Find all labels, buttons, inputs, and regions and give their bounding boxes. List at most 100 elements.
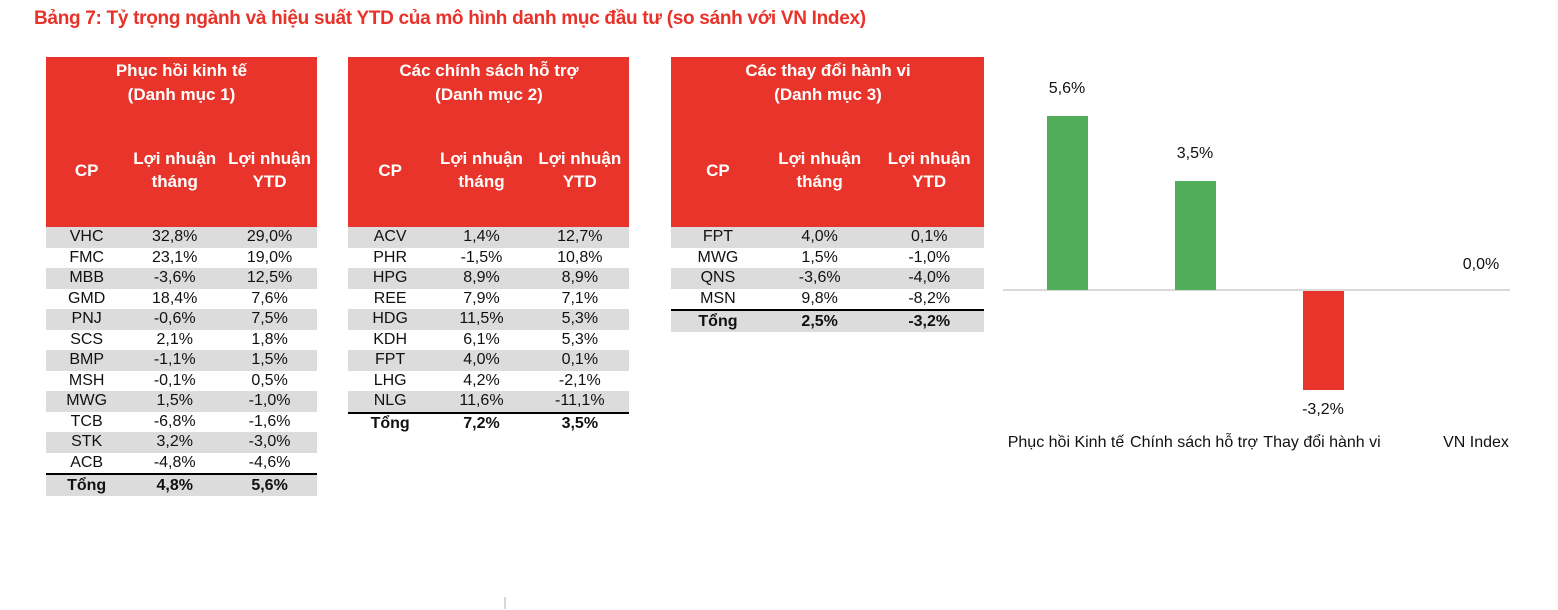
ticker-cell: SCS [70,330,104,348]
total-label: Tổng [698,312,738,330]
ticker-cell: MWG [697,248,739,266]
portfolio-subtitle: (Danh mục 1) [127,85,236,104]
table-row: VHC 32,8% 29,0% [46,227,317,248]
table-header: Các chính sách hỗ trợ (Danh mục 2) CP Lợi n… [348,57,629,227]
chart-bar [1303,291,1344,391]
ticker-cell: MSH [68,371,105,389]
chart-zero-axis [1003,289,1510,291]
category-label: Chính sách hỗ trợ [1130,434,1258,451]
portfolio-title: Các thay đổi hành vi (Danh mục 3) [672,57,984,113]
column-header-monthly-return: Lợi nhuận tháng [778,149,862,191]
ticker-cell: NLG [373,392,407,410]
ytd-return-cell: 7,6% [251,289,288,307]
ytd-return-cell: 29,0% [246,228,293,246]
column-header-ytd-return: Lợi nhuận YTD [228,149,312,191]
ytd-return-cell: 1,8% [251,330,288,348]
total-label: Tổng [67,476,107,494]
monthly-return-cell: -0,1% [153,371,196,389]
ytd-return-cell: -2,1% [558,371,601,389]
table-row: MBB -3,6% 12,5% [46,268,317,289]
ticker-cell: PNJ [71,310,102,328]
ticker-cell: STK [71,433,103,451]
table-row: GMD 18,4% 7,6% [46,289,317,310]
ytd-return-cell: -1,6% [248,412,291,430]
table-row: FPT 4,0% 0,1% [671,227,984,248]
category-label: VN Index [1443,434,1509,451]
ytd-return-cell: 10,8% [557,248,603,266]
table-row: LHG 4,2% -2,1% [348,371,629,392]
table-row: KDH 6,1% 5,3% [348,330,629,351]
monthly-return-cell: 4,2% [463,371,500,389]
ytd-return-cell: -1,0% [908,248,951,266]
column-header-cp: CP [378,160,402,180]
monthly-return-cell: 9,8% [801,289,838,307]
ticker-cell: HDG [372,310,408,328]
monthly-return-cell: -6,8% [153,412,196,430]
table-row: QNS -3,6% -4,0% [671,268,984,289]
ytd-return-cell: 7,5% [251,310,288,328]
portfolio-subtitle: (Danh mục 3) [774,85,882,104]
monthly-return-cell: 8,9% [463,269,500,287]
portfolio-name: Các thay đổi hành vi [745,61,911,80]
column-header-cp: CP [706,160,730,180]
category-label: Thay đổi hành vi [1263,434,1381,451]
monthly-return-cell: 6,1% [463,330,500,348]
ticker-cell: TCB [70,412,103,430]
monthly-return-cell: 3,2% [156,433,193,451]
ytd-return-cell: -8,2% [908,289,951,307]
bar-value-label: -3,2% [1302,401,1344,419]
table-row: MWG 1,5% -1,0% [46,391,317,412]
total-label: Tổng [370,415,410,432]
scroll-mark [504,597,506,609]
column-header-monthly-return: Lợi nhuận tháng [133,149,217,191]
ytd-return-cell: -3,0% [248,433,291,451]
monthly-return-cell: 11,6% [459,392,504,410]
portfolio-subtitle: (Danh mục 2) [435,85,543,104]
ytd-return-cell: 1,5% [251,351,288,369]
table-row: ACV 1,4% 12,7% [348,227,629,248]
table-header: Các thay đổi hành vi (Danh mục 3) CP Lợi nh… [671,57,984,227]
table-row: HPG 8,9% 8,9% [348,268,629,289]
total-row: Tổng 2,5% -3,2% [671,309,984,332]
table-row: HDG 11,5% 5,3% [348,309,629,330]
ticker-cell: FMC [69,248,104,266]
monthly-return-cell: -3,6% [153,269,196,287]
ticker-cell: VHC [69,228,104,246]
table-row: MWG 1,5% -1,0% [671,248,984,269]
ticker-cell: HPG [372,269,408,287]
ticker-cell: MSN [700,289,736,307]
monthly-return-cell: 4,0% [801,228,838,246]
bar-value-label: 5,6% [1048,80,1086,97]
table-row: BMP -1,1% 1,5% [46,350,317,371]
table-row: NLG 11,6% -11,1% [348,391,629,412]
table-row: MSN 9,8% -8,2% [671,289,984,310]
ticker-cell: BMP [69,351,104,369]
monthly-return-cell: -3,6% [798,269,841,287]
total-monthly-return: 2,5% [801,312,838,330]
chart-bar [1175,181,1216,290]
monthly-return-cell: 1,5% [156,392,193,410]
ytd-return-cell: -4,0% [908,269,951,287]
ytd-return-cell: 5,3% [561,310,599,328]
portfolio-title: Các chính sách hỗ trợ (Danh mục 2) [349,57,629,113]
table-header: Phục hồi kinh tế (Danh mục 1) CP Lợi nhuận … [46,57,317,227]
monthly-return-cell: -0,6% [153,310,196,328]
ticker-cell: PHR [373,248,408,266]
ytd-return-cell: 12,5% [246,269,293,287]
total-monthly-return: 4,8% [156,476,193,494]
table-row: FPT 4,0% 0,1% [348,350,629,371]
ytd-return-cell: 0,5% [251,371,288,389]
monthly-return-cell: 2,1% [156,330,193,348]
monthly-return-cell: 7,9% [463,289,500,307]
portfolio-name: Phục hồi kinh tế [115,61,248,80]
chart-bar [1047,116,1088,290]
table-row: PNJ -0,6% 7,5% [46,309,317,330]
table-row: MSH -0,1% 0,5% [46,371,317,392]
monthly-return-cell: 1,5% [801,248,838,266]
ytd-return-cell: 0,1% [561,351,599,369]
table-row: PHR -1,5% 10,8% [348,248,629,269]
ytd-return-cell: 19,0% [246,248,293,266]
ytd-return-cell: 5,3% [561,330,599,348]
table-row: FMC 23,1% 19,0% [46,248,317,269]
total-monthly-return: 7,2% [463,415,500,432]
